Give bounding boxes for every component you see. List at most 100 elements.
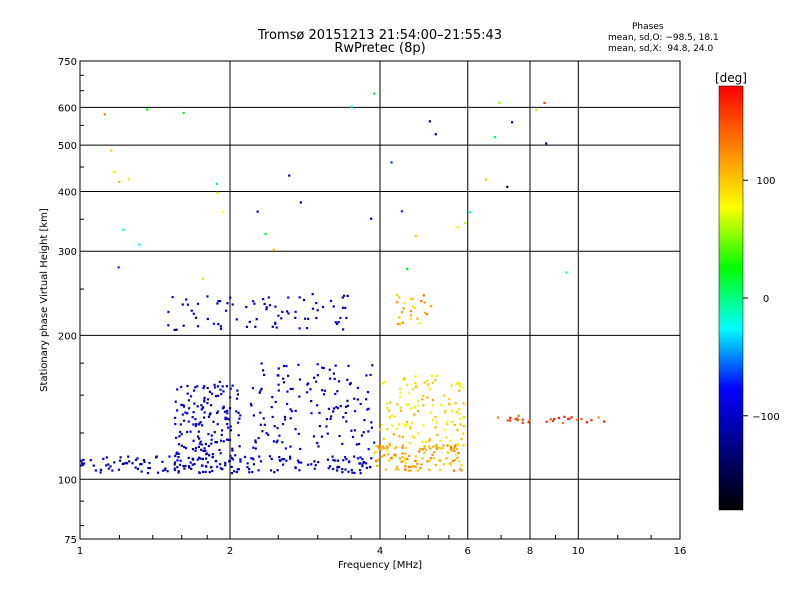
data-point bbox=[414, 375, 417, 378]
data-point bbox=[329, 417, 332, 421]
data-point bbox=[432, 445, 435, 448]
data-point bbox=[286, 310, 289, 313]
data-point bbox=[306, 327, 309, 330]
data-point bbox=[321, 305, 325, 309]
data-point bbox=[214, 395, 218, 398]
data-point bbox=[365, 462, 368, 465]
data-point bbox=[256, 210, 259, 213]
x-tick-label: 4 bbox=[377, 546, 383, 557]
data-point bbox=[146, 108, 149, 111]
data-point bbox=[187, 420, 190, 423]
data-point bbox=[317, 461, 320, 464]
data-point bbox=[400, 311, 404, 314]
data-point bbox=[336, 459, 340, 462]
data-point bbox=[274, 305, 277, 308]
data-point bbox=[404, 465, 407, 468]
data-point bbox=[388, 459, 391, 462]
y-tick-label: 400 bbox=[58, 187, 77, 198]
data-point bbox=[386, 428, 389, 431]
data-point bbox=[223, 410, 227, 413]
data-point bbox=[227, 426, 230, 429]
data-point bbox=[192, 312, 195, 315]
data-point bbox=[395, 301, 399, 304]
data-point bbox=[400, 460, 403, 463]
data-point bbox=[353, 397, 356, 400]
data-point bbox=[421, 440, 424, 444]
data-point bbox=[339, 404, 342, 408]
data-point bbox=[388, 442, 391, 445]
data-point bbox=[268, 304, 272, 307]
data-point bbox=[395, 293, 398, 297]
data-point bbox=[219, 327, 223, 330]
data-point bbox=[181, 303, 184, 306]
data-points bbox=[80, 92, 606, 475]
data-point bbox=[239, 414, 242, 417]
data-point bbox=[271, 325, 274, 328]
data-point bbox=[267, 433, 270, 436]
data-point bbox=[516, 418, 519, 422]
data-point bbox=[323, 389, 327, 392]
data-point bbox=[383, 454, 386, 457]
data-point bbox=[162, 469, 165, 472]
data-point bbox=[219, 325, 222, 328]
data-point bbox=[359, 456, 362, 459]
data-point bbox=[390, 161, 393, 164]
data-point bbox=[194, 316, 198, 319]
data-point bbox=[506, 419, 509, 422]
data-point bbox=[196, 435, 200, 438]
data-point bbox=[413, 436, 416, 439]
data-point bbox=[568, 417, 571, 420]
y-tick-label: 300 bbox=[58, 247, 77, 258]
data-point bbox=[414, 455, 417, 458]
data-point bbox=[454, 444, 457, 447]
data-point bbox=[222, 440, 225, 443]
data-point bbox=[342, 459, 345, 462]
data-point bbox=[496, 416, 500, 419]
data-point bbox=[414, 382, 417, 385]
data-point bbox=[200, 404, 203, 407]
data-point bbox=[430, 374, 433, 378]
data-point bbox=[214, 440, 217, 444]
data-point bbox=[369, 465, 372, 469]
data-point bbox=[186, 430, 189, 434]
data-point bbox=[82, 462, 86, 465]
data-point bbox=[435, 447, 438, 450]
data-point bbox=[395, 445, 398, 449]
data-point bbox=[218, 300, 222, 303]
data-point bbox=[147, 466, 150, 470]
data-point bbox=[535, 108, 538, 111]
data-point bbox=[252, 463, 256, 466]
data-point bbox=[401, 452, 404, 455]
data-point bbox=[298, 395, 301, 398]
data-point bbox=[299, 447, 302, 451]
data-point bbox=[552, 417, 556, 421]
data-point bbox=[316, 404, 319, 407]
data-point bbox=[434, 415, 437, 419]
data-point bbox=[171, 295, 174, 299]
data-point bbox=[239, 460, 242, 463]
data-point bbox=[409, 425, 412, 428]
data-point bbox=[179, 423, 182, 426]
data-point bbox=[460, 437, 463, 441]
data-point bbox=[421, 457, 424, 460]
data-point bbox=[187, 399, 191, 402]
data-point bbox=[517, 414, 520, 417]
data-point bbox=[380, 448, 383, 451]
data-point bbox=[434, 133, 437, 136]
data-point bbox=[180, 444, 183, 447]
data-point bbox=[187, 465, 191, 468]
data-point bbox=[423, 381, 426, 384]
data-point bbox=[381, 382, 384, 385]
data-point bbox=[332, 305, 335, 308]
data-point bbox=[285, 365, 288, 368]
data-point bbox=[179, 459, 182, 462]
data-point bbox=[427, 460, 430, 463]
data-point bbox=[498, 101, 501, 104]
data-point bbox=[351, 435, 355, 439]
data-point bbox=[294, 466, 297, 469]
data-point bbox=[176, 409, 179, 412]
data-point bbox=[445, 421, 449, 424]
data-point bbox=[196, 458, 199, 461]
data-point bbox=[312, 435, 316, 438]
data-point bbox=[413, 405, 416, 408]
